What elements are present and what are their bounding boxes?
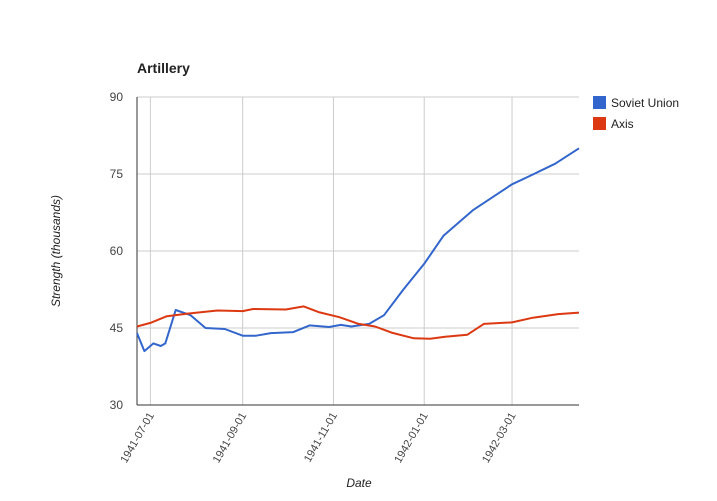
data-line: [136, 147, 580, 353]
x-tick-label: 1941-11-01: [302, 411, 340, 465]
x-tick-label: 1941-07-01: [118, 411, 157, 466]
y-tick-label: 30: [110, 398, 124, 412]
x-tick-label: 1942-03-01: [480, 411, 519, 466]
y-tick-label: 75: [110, 167, 124, 181]
data-line: [136, 305, 580, 340]
x-tick-label: 1941-09-01: [211, 411, 250, 466]
x-tick-label: 1942-01-01: [392, 411, 431, 466]
y-tick-label: 90: [110, 90, 124, 104]
legend-swatch: [593, 117, 606, 130]
y-axis-label: Strength (thousands): [49, 195, 63, 307]
y-tick-label: 45: [110, 321, 124, 335]
legend-swatch: [593, 96, 606, 109]
y-tick-label: 60: [110, 244, 124, 258]
legend-label: Axis: [611, 117, 634, 131]
legend-label: Soviet Union: [611, 96, 679, 110]
chart-title: Artillery: [137, 60, 190, 76]
x-axis-label: Date: [346, 476, 372, 490]
